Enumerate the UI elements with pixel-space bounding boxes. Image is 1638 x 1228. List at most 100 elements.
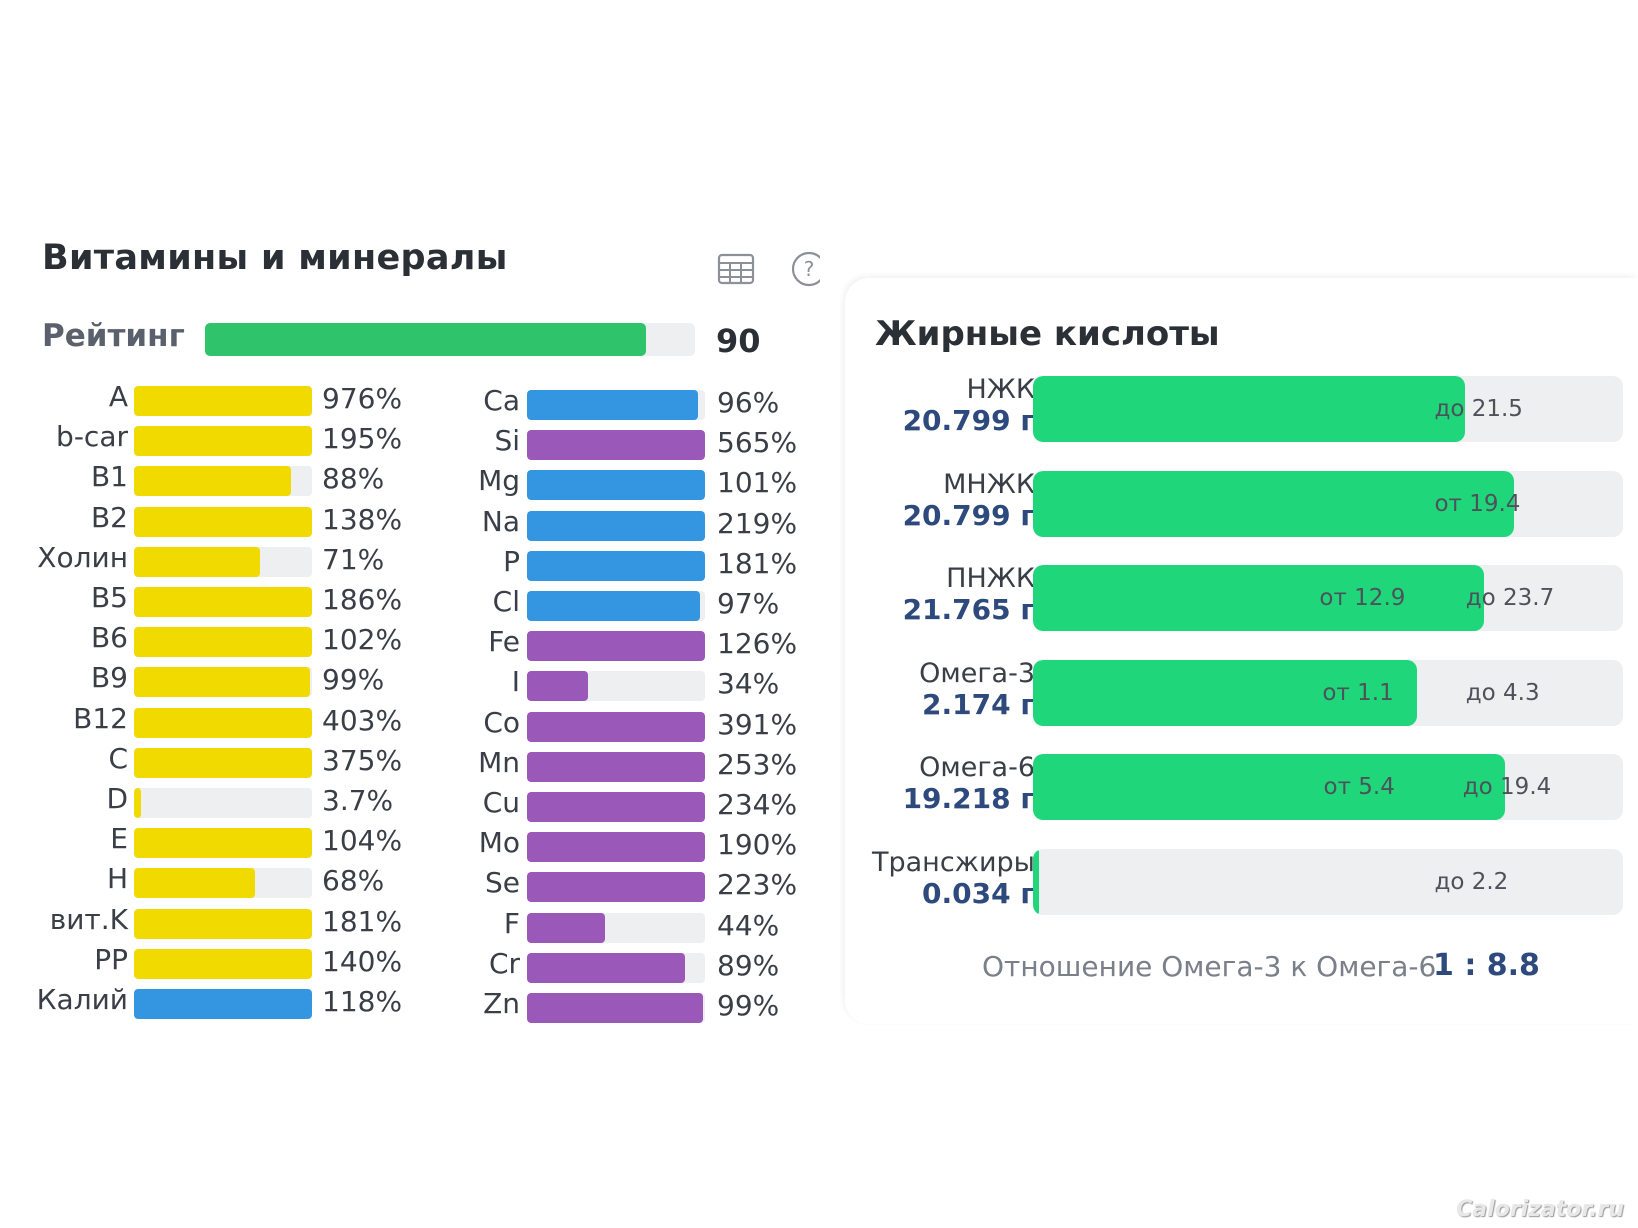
nutrient-name: Mo xyxy=(478,826,520,860)
nutrient-percent: 195% xyxy=(322,422,403,456)
nutrient-bar-fill xyxy=(134,426,312,457)
nutrient-row: Cl 97% xyxy=(390,585,779,625)
fatty-acid-range-mark: от 1.1 xyxy=(1322,679,1394,706)
fatty-acid-row: ПНЖК 21.765 г от 12.9 до 23.7 xyxy=(845,559,1638,631)
nutrient-bar-fill xyxy=(134,667,311,698)
nutrient-row: I 34% xyxy=(390,665,779,705)
nutrient-bar xyxy=(527,631,705,662)
fatty-acid-bar-fill xyxy=(1033,470,1514,537)
nutrient-bar-fill xyxy=(527,993,704,1023)
nutrient-bar-fill xyxy=(134,627,312,658)
nutrient-percent: 101% xyxy=(717,466,798,500)
fatty-acid-bar: от 1.1 до 4.3 xyxy=(1033,659,1623,726)
fatty-acid-bar-fill xyxy=(1033,848,1039,915)
nutrient-name: F xyxy=(503,906,520,940)
fatty-acids-title: Жирные кислоты xyxy=(875,314,1220,354)
fatty-acid-row: НЖК 20.799 г до 21.5 xyxy=(845,370,1638,442)
nutrient-row: F 44% xyxy=(390,906,779,947)
nutrient-bar xyxy=(527,832,705,863)
nutrient-row: B12 403% xyxy=(0,702,402,742)
nutrient-name: Fe xyxy=(488,625,520,659)
nutrient-bar-fill xyxy=(134,506,312,537)
nutrient-percent: 565% xyxy=(717,426,798,460)
nutrient-percent: 71% xyxy=(322,542,385,576)
nutrient-bar xyxy=(527,993,705,1023)
nutrient-bar xyxy=(527,591,705,621)
nutrient-row: Se 223% xyxy=(390,866,797,906)
fatty-acid-row: Омега-6 19.218 г от 5.4 до 19.4 xyxy=(845,748,1638,820)
nutrient-percent: 223% xyxy=(717,868,798,902)
fatty-acid-bar-fill xyxy=(1033,565,1485,631)
nutrient-row: Fe 126% xyxy=(390,625,797,665)
nutrient-percent: 391% xyxy=(717,707,798,741)
fatty-acid-amount: 19.218 г xyxy=(902,782,1035,815)
rating-bar-fill xyxy=(205,323,646,356)
nutrient-bar-fill xyxy=(134,948,312,979)
nutrient-bar-fill xyxy=(527,952,686,983)
nutrient-bar xyxy=(527,751,705,782)
nutrient-name: Mn xyxy=(478,745,520,779)
nutrient-row: вит.K 181% xyxy=(0,903,402,943)
nutrient-row: D 3.7% xyxy=(0,782,393,822)
nutrient-bar xyxy=(134,627,312,658)
table-icon[interactable] xyxy=(717,250,755,288)
nutrient-bar-fill xyxy=(527,631,705,662)
fatty-acid-bar: от 5.4 до 19.4 xyxy=(1033,754,1623,820)
nutrient-bar xyxy=(527,872,705,903)
nutrient-bar xyxy=(134,546,312,577)
nutrient-percent: 186% xyxy=(322,583,403,616)
watermark: Calorizator.ru xyxy=(1456,1197,1624,1222)
nutrient-bar xyxy=(134,868,312,899)
fatty-acid-name: Омега-6 xyxy=(919,752,1035,783)
nutrient-row: B9 99% xyxy=(0,661,384,701)
fatty-acid-amount: 20.799 г xyxy=(902,404,1035,437)
fatty-acid-range-mark: до 2.2 xyxy=(1434,868,1509,895)
nutrient-bar xyxy=(134,828,312,859)
nutrient-bar-fill xyxy=(134,386,312,416)
fatty-acid-name: НЖК xyxy=(966,374,1035,405)
omega-ratio-value: 1 : 8.8 xyxy=(1433,948,1540,983)
vitamins-minerals-panel: Витамины и минералы ? Рейтинг 90 A 976% b-… xyxy=(0,238,820,1027)
nutrient-row: Калий 118% xyxy=(0,983,402,1023)
nutrient-row: Zn 99% xyxy=(390,987,779,1027)
nutrient-name: I xyxy=(511,665,520,699)
nutrient-bar-fill xyxy=(527,390,698,420)
nutrient-name: Ca xyxy=(483,384,520,417)
nutrient-row: b-car 195% xyxy=(0,420,402,460)
nutrient-bar-fill xyxy=(134,707,312,738)
nutrient-name: A xyxy=(108,380,128,413)
fatty-acid-range-mark: от 5.4 xyxy=(1323,774,1395,800)
nutrient-bar xyxy=(134,506,312,537)
nutrient-percent: 34% xyxy=(717,667,780,701)
fatty-acid-range-mark: до 21.5 xyxy=(1434,396,1523,422)
nutrient-row: H 68% xyxy=(0,862,384,902)
nutrient-bar-fill xyxy=(527,550,705,581)
help-icon[interactable]: ? xyxy=(790,250,820,288)
nutrient-bar-fill xyxy=(134,747,312,778)
nutrient-name: E xyxy=(110,822,128,856)
fatty-acid-range-mark: до 4.3 xyxy=(1465,679,1540,706)
fatty-acid-bar: от 12.9 до 23.7 xyxy=(1033,565,1623,631)
nutrient-bar xyxy=(527,470,705,501)
nutrient-bar xyxy=(527,912,705,943)
nutrient-row: B1 88% xyxy=(0,460,384,500)
vitamins-minerals-title: Витамины и минералы xyxy=(42,238,508,278)
nutrient-row: B5 186% xyxy=(0,581,402,621)
nutrient-bar-fill xyxy=(527,671,588,702)
nutrient-percent: 138% xyxy=(322,502,403,536)
nutrient-percent: 181% xyxy=(322,904,403,938)
rating-value: 90 xyxy=(716,322,761,360)
fatty-acid-row: Омега-3 2.174 г от 1.1 до 4.3 xyxy=(845,654,1638,726)
nutrient-percent: 99% xyxy=(717,989,780,1022)
nutrient-bar xyxy=(134,386,312,416)
svg-text:?: ? xyxy=(804,257,815,281)
fatty-acid-name: МНЖК xyxy=(943,468,1035,500)
fatty-acid-row: Трансжиры 0.034 г до 2.2 xyxy=(845,843,1638,915)
nutrient-bar-fill xyxy=(527,751,705,782)
nutrient-row: Na 219% xyxy=(390,505,797,545)
nutrient-percent: 140% xyxy=(322,944,403,978)
nutrient-percent: 976% xyxy=(322,382,403,415)
nutrient-row: B6 102% xyxy=(0,621,402,661)
nutrient-name: B1 xyxy=(90,460,128,494)
fatty-acid-name: Омега-3 xyxy=(919,657,1035,689)
